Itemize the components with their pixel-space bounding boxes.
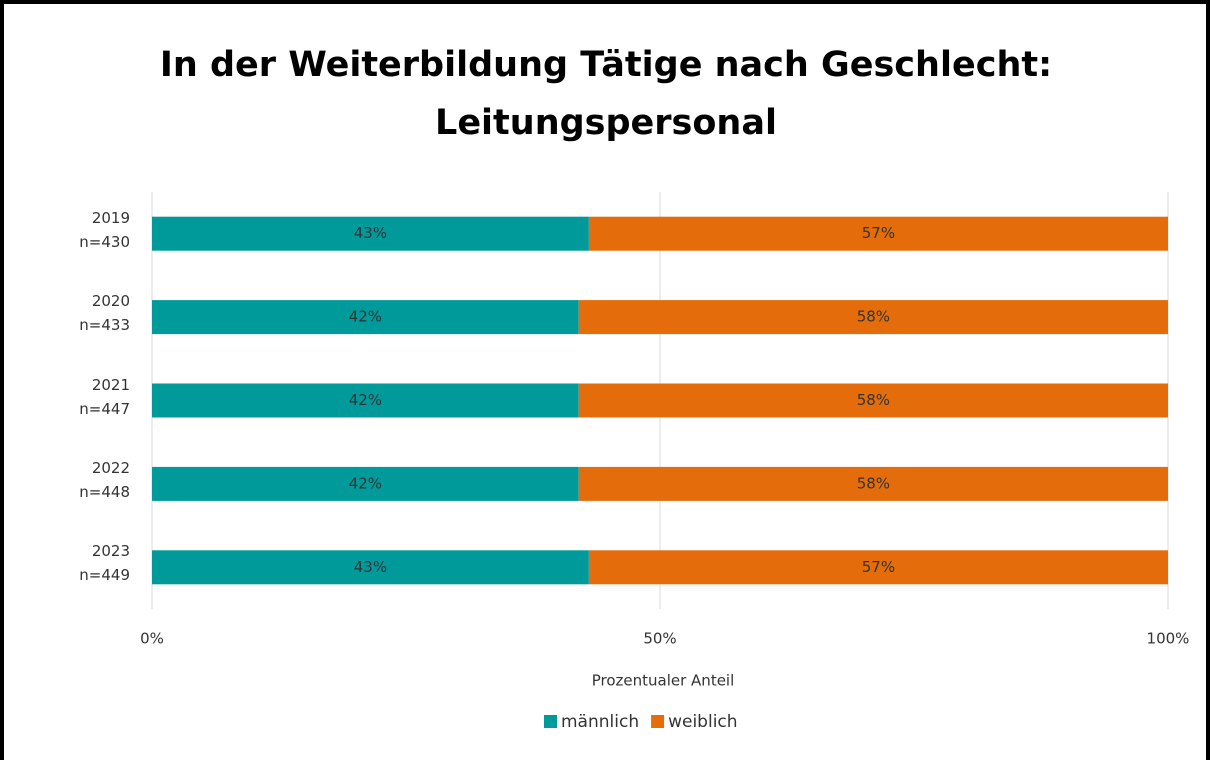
legend-label: weiblich — [668, 712, 737, 732]
data-label: 57% — [862, 558, 895, 576]
data-label: 42% — [349, 308, 382, 326]
y-tick-label: 2020 n=433 — [79, 292, 130, 335]
x-tick-label: 50% — [643, 630, 676, 648]
data-label: 58% — [857, 308, 890, 326]
chart-title: Leitungspersonal — [435, 103, 777, 143]
y-tick-label: 2022 n=448 — [79, 458, 130, 501]
y-tick-label: 2019 n=430 — [79, 208, 130, 251]
legend-label: männlich — [561, 712, 639, 732]
data-label: 42% — [349, 391, 382, 409]
y-tick-label: 2023 n=449 — [79, 542, 130, 585]
bar-segment — [578, 466, 1168, 501]
bar-segment — [578, 300, 1168, 335]
data-label: 43% — [354, 558, 387, 576]
x-tick-label: 100% — [1147, 630, 1190, 648]
data-label: 42% — [349, 474, 382, 492]
legend-swatch — [651, 715, 665, 728]
data-label: 58% — [857, 391, 890, 409]
chart-title: In der Weiterbildung Tätige nach Geschle… — [160, 45, 1052, 85]
bar-segment — [578, 383, 1168, 418]
x-axis-title: Prozentualer Anteil — [592, 672, 735, 690]
bar-segment — [152, 466, 579, 501]
chart: In der Weiterbildung Tätige nach Geschle… — [140, 45, 1190, 732]
bar-segment — [152, 550, 589, 585]
bar-segment — [152, 383, 579, 418]
data-label: 43% — [354, 224, 387, 242]
data-label: 58% — [857, 474, 890, 492]
bar-segment — [588, 216, 1168, 251]
bar-segment — [152, 216, 589, 251]
bar-segment — [588, 550, 1168, 585]
data-label: 57% — [862, 224, 895, 242]
bar-segment — [152, 300, 579, 335]
legend-swatch — [544, 715, 557, 728]
y-tick-label: 2021 n=447 — [79, 375, 130, 418]
x-tick-label: 0% — [140, 630, 164, 648]
